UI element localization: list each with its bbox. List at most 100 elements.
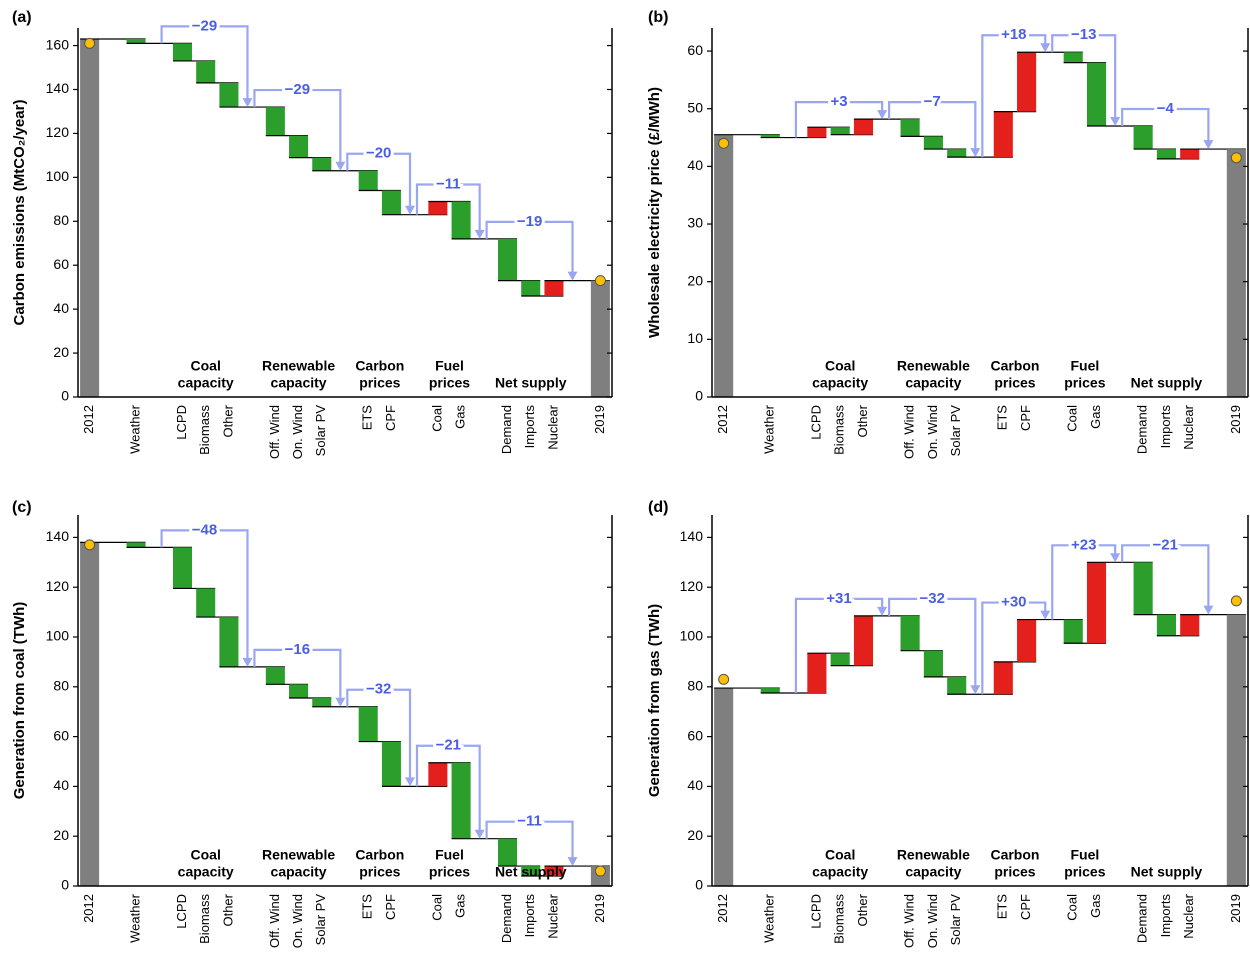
bar [544, 280, 564, 296]
y-tick-label: 40 [53, 300, 69, 316]
bar [126, 542, 146, 548]
bar [1156, 614, 1176, 636]
group-label: Carbon [355, 358, 404, 374]
x-tick-label: LCPD [174, 405, 189, 440]
x-tick-label: 2012 [81, 894, 96, 923]
change-arrow [160, 529, 249, 660]
arrow-head [970, 148, 981, 158]
change-label: +18 [1001, 26, 1026, 43]
group-label: Carbon [990, 358, 1039, 374]
x-tick-label: LCPD [808, 405, 823, 440]
bar [760, 688, 780, 694]
y-tick-label: 40 [53, 777, 69, 793]
total-bar [590, 280, 610, 397]
y-tick-label: 80 [687, 678, 703, 694]
bar [853, 615, 874, 666]
bar [923, 136, 943, 150]
x-tick-label: On. Wind [290, 894, 305, 948]
x-tick-label: Coal [1065, 405, 1080, 432]
observed-dot [718, 137, 730, 149]
group-label: Renewable [897, 358, 970, 374]
arrow-head [1040, 43, 1051, 53]
group-label: capacity [271, 375, 327, 391]
arrow-head [1203, 140, 1214, 150]
y-tick-label: 0 [61, 877, 69, 893]
y-tick-label: 140 [680, 528, 704, 544]
x-tick-label: Coal [1065, 894, 1080, 921]
x-tick-label: ETS [995, 894, 1010, 920]
change-arrow [346, 688, 412, 780]
y-tick-label: 80 [53, 678, 69, 694]
total-bar [80, 38, 100, 397]
change-label: −19 [517, 213, 542, 230]
x-tick-label: Demand [499, 894, 514, 943]
y-tick-label: 40 [687, 777, 703, 793]
group-label: Renewable [262, 847, 335, 863]
group-label: capacity [271, 864, 327, 880]
group-label: capacity [178, 375, 234, 391]
bar [126, 38, 146, 44]
x-tick-label: Nuclear [1181, 893, 1196, 938]
change-label: −20 [366, 145, 391, 162]
arrow-head [335, 697, 346, 707]
bar [1063, 619, 1083, 644]
observed-dot [84, 37, 96, 49]
y-tick-label: 140 [46, 80, 70, 96]
x-tick-label: Biomass [197, 894, 212, 944]
y-tick-label: 30 [687, 215, 703, 231]
y-tick-label: 0 [695, 388, 703, 404]
bar [947, 149, 967, 158]
x-tick-label: Nuclear [545, 404, 560, 449]
x-tick-label: Demand [1135, 405, 1150, 454]
arrow-head [335, 161, 346, 171]
group-label: Net supply [495, 864, 567, 880]
bar [1017, 619, 1037, 662]
bar [498, 238, 518, 281]
x-tick-label: Nuclear [1181, 404, 1196, 449]
x-tick-label: Weather [762, 404, 777, 454]
x-tick-label: Gas [453, 405, 468, 429]
bar [451, 201, 471, 239]
group-label: Fuel [435, 847, 464, 863]
bar [923, 650, 943, 677]
observed-dot [594, 865, 606, 877]
observed-dot [594, 275, 606, 287]
x-tick-label: ETS [360, 405, 375, 431]
group-label: prices [1064, 375, 1105, 391]
y-tick-label: 20 [687, 272, 703, 288]
x-tick-label: 2012 [715, 894, 730, 923]
x-tick-label: 2019 [592, 894, 607, 923]
group-label: Net supply [495, 375, 567, 391]
y-tick-label: 20 [53, 344, 69, 360]
x-tick-label: 2019 [1228, 405, 1243, 434]
arrow-head [242, 98, 253, 108]
y-tick-label: 0 [695, 877, 703, 893]
panel-label: (d) [648, 499, 668, 516]
y-tick-label: 60 [687, 42, 703, 58]
change-arrow [485, 820, 574, 860]
bar [498, 838, 518, 867]
bar [1133, 562, 1153, 615]
bar [1180, 149, 1200, 159]
change-arrow [160, 25, 249, 101]
bar [830, 653, 850, 666]
arrow-head [242, 657, 253, 667]
bar [358, 706, 378, 742]
bar [381, 190, 401, 215]
x-tick-label: Imports [1158, 405, 1173, 449]
arrow-head [877, 110, 888, 120]
arrow-head [474, 229, 485, 239]
bar [1086, 562, 1107, 644]
group-label: Renewable [897, 847, 970, 863]
y-tick-label: 0 [61, 388, 69, 404]
x-tick-label: Other [220, 404, 235, 437]
x-tick-label: LCPD [174, 894, 189, 929]
change-arrow [888, 597, 977, 688]
change-label: +31 [826, 590, 851, 607]
change-label: −11 [517, 813, 542, 830]
change-label: +23 [1071, 536, 1096, 553]
panel-label: (b) [648, 9, 668, 26]
change-arrow [1051, 34, 1117, 120]
y-tick-label: 120 [680, 578, 704, 594]
y-tick-label: 60 [687, 727, 703, 743]
